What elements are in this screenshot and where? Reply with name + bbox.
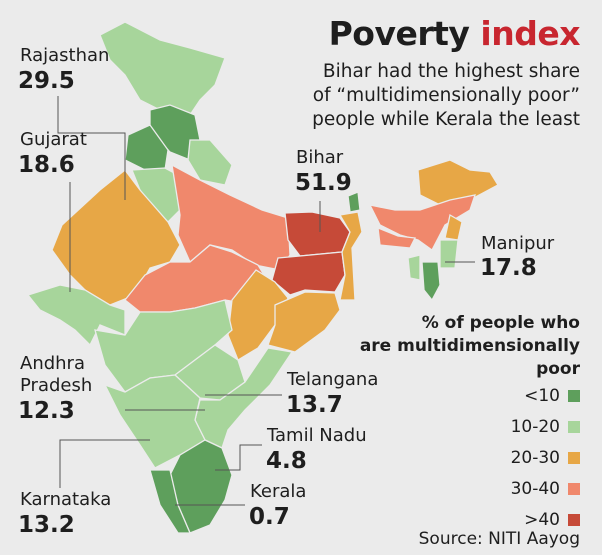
region-arunachal (417, 159, 499, 206)
callout-value-bihar: 51.9 (295, 170, 352, 196)
region-meghalaya (377, 226, 416, 249)
leader-line-rajasthan (57, 96, 126, 200)
legend-title-line: are multidimensionally (359, 336, 580, 356)
title-part1: Poverty (328, 14, 470, 53)
callout-value-manipur: 17.8 (480, 255, 537, 281)
source-note: Source: NITI Aayog (418, 529, 580, 549)
legend-item: >40 (360, 505, 580, 536)
region-assam (368, 194, 476, 251)
callout-value-karnataka: 13.2 (18, 512, 75, 538)
legend-swatch (568, 452, 580, 464)
legend-swatch (568, 483, 580, 495)
subtitle: Bihar had the highest share of “multidim… (312, 60, 580, 132)
page-title: Poverty index (328, 14, 581, 53)
legend-item: 30-40 (360, 474, 580, 505)
subtitle-line: people while Kerala the least (312, 109, 580, 130)
region-mizoram (421, 261, 441, 302)
subtitle-line: of “multidimensionally poor” (312, 85, 580, 106)
callout-label-rajasthan: Rajasthan (20, 45, 110, 66)
legend: % of people who are multidimensionally p… (360, 312, 580, 536)
callout-value-kerala: 0.7 (249, 504, 290, 530)
region-uttarakhand (187, 139, 233, 186)
callout-label-gujarat: Gujarat (20, 129, 87, 150)
legend-title-line: % of people who (421, 313, 580, 333)
callout-label-andhra-line1: Andhra (20, 353, 85, 374)
title-highlight: index (480, 14, 580, 53)
region-rajasthan (51, 169, 181, 306)
region-tripura (407, 254, 421, 281)
legend-swatch (568, 514, 580, 526)
callout-label-karnataka: Karnataka (20, 489, 112, 510)
legend-label: 30-40 (510, 479, 560, 499)
callout-label-manipur: Manipur (481, 233, 555, 254)
legend-item: <10 (360, 381, 580, 412)
region-gujarat (26, 284, 126, 347)
callout-value-andhra: 12.3 (18, 398, 75, 424)
subtitle-line: Bihar had the highest share (322, 61, 580, 82)
legend-label: 20-30 (510, 448, 560, 468)
callout-label-bihar: Bihar (296, 147, 344, 168)
region-telangana (173, 344, 246, 401)
legend-title-line: poor (536, 359, 580, 379)
leader-line-karnataka (59, 439, 150, 488)
region-odisha (267, 291, 341, 353)
callout-label-telangana: Telangana (287, 369, 379, 390)
callout-label-tamil-nadu: Tamil Nadu (267, 425, 367, 446)
legend-label: <10 (524, 386, 560, 406)
callout-label-andhra-line2: Pradesh (20, 375, 93, 396)
callout-value-gujarat: 18.6 (18, 152, 75, 178)
legend-swatch (568, 421, 580, 433)
region-uttar-pradesh (171, 163, 291, 271)
region-sikkim (347, 191, 361, 213)
legend-item: 20-30 (360, 443, 580, 474)
legend-swatch (568, 390, 580, 402)
region-manipur (439, 239, 459, 269)
callout-value-rajasthan: 29.5 (18, 68, 75, 94)
region-bihar (284, 211, 351, 257)
callout-value-tamil-nadu: 4.8 (266, 448, 307, 474)
region-west-bengal (338, 211, 363, 301)
callout-label-kerala: Kerala (250, 481, 307, 502)
region-jharkhand (271, 251, 346, 296)
legend-label: 10-20 (510, 417, 560, 437)
leader-line-tamil-nadu (215, 444, 262, 471)
callout-value-telangana: 13.7 (286, 392, 343, 418)
legend-label: >40 (524, 510, 560, 530)
region-jammu-kashmir-ladakh (99, 21, 226, 116)
region-kerala (149, 469, 191, 534)
legend-item: 10-20 (360, 412, 580, 443)
